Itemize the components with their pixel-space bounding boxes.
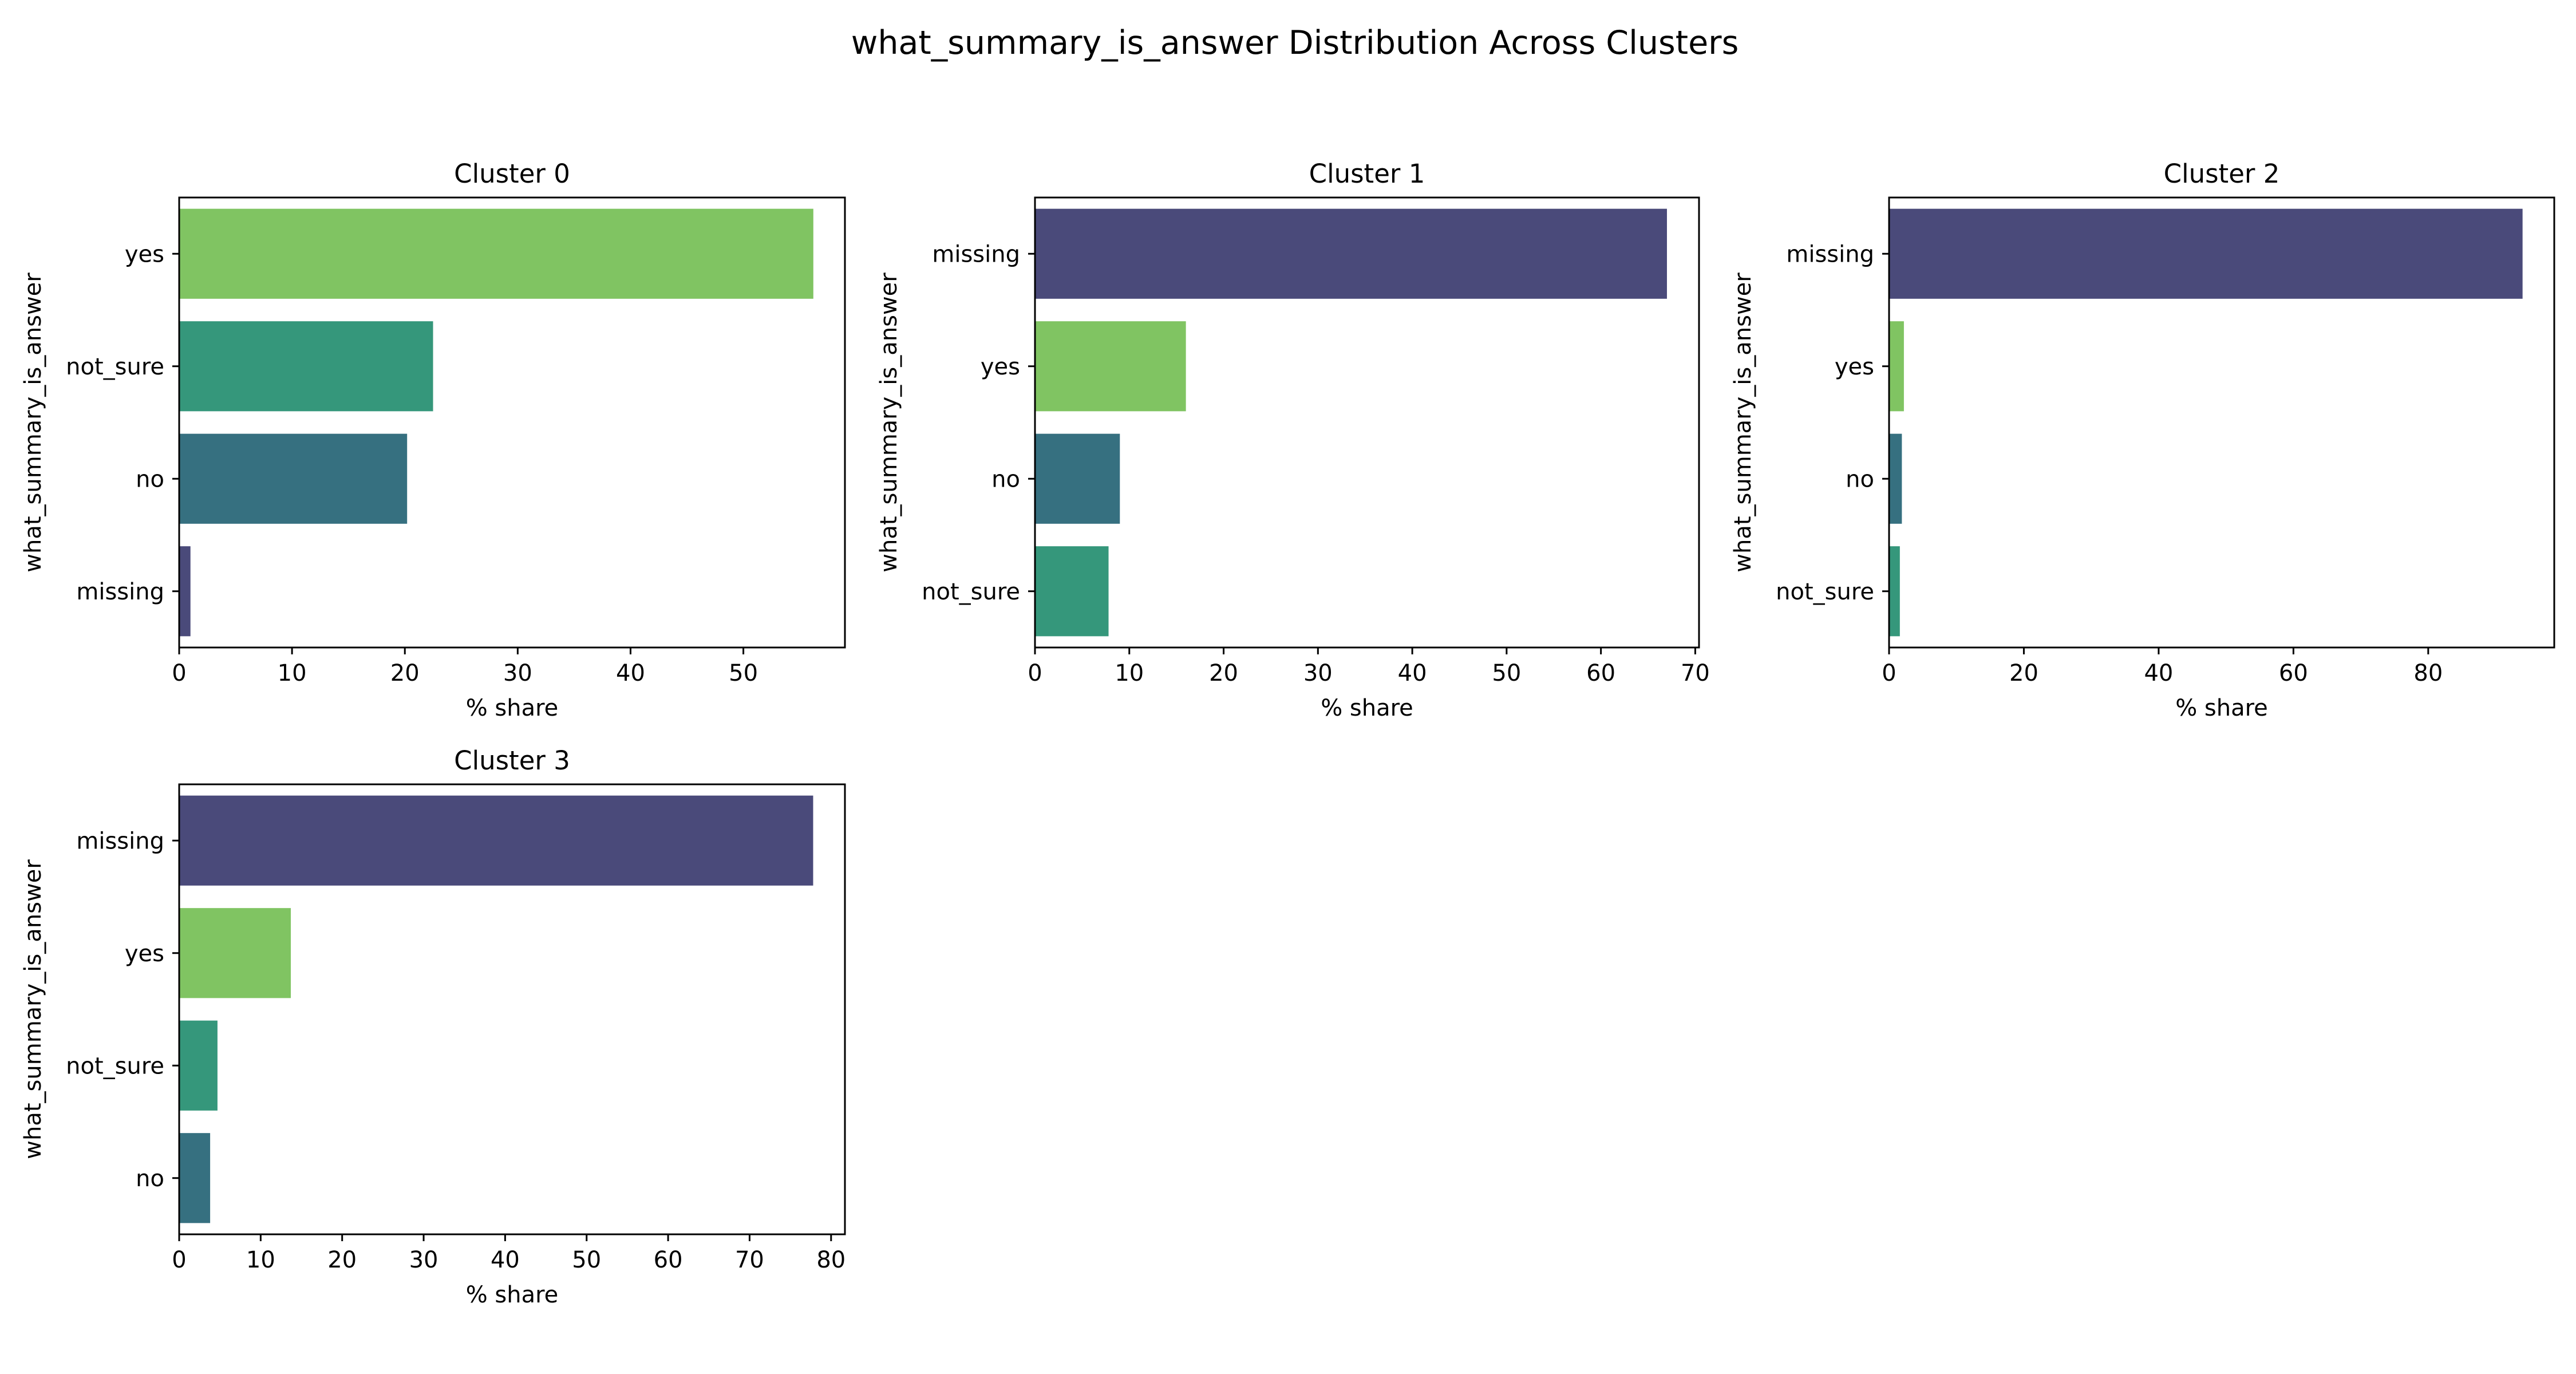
x-tick-label: 10	[246, 1247, 275, 1273]
x-tick-label: 80	[816, 1247, 846, 1273]
x-tick-label: 70	[1681, 660, 1710, 686]
y-tick-label: no	[136, 466, 164, 492]
x-tick-label: 0	[172, 1247, 186, 1273]
x-tick-label: 70	[735, 1247, 764, 1273]
chart-title: what_summary_is_answer Distribution Acro…	[851, 24, 1739, 62]
y-axis-label: what_summary_is_answer	[876, 273, 902, 572]
x-tick-label: 40	[2144, 660, 2173, 686]
y-tick-label: missing	[932, 241, 1020, 267]
plot-frame	[178, 783, 846, 1235]
bar-not-sure	[1035, 546, 1109, 637]
y-axis-label: what_summary_is_answer	[1730, 273, 1756, 572]
y-tick-label: missing	[76, 579, 164, 605]
x-tick-label: 0	[1882, 660, 1896, 686]
x-tick-label: 30	[503, 660, 532, 686]
bar-missing	[179, 546, 191, 637]
x-axis-label: % share	[2175, 695, 2268, 721]
panel-title: Cluster 1	[1309, 159, 1425, 189]
bar-not-sure	[179, 1020, 218, 1111]
y-tick-label: not_sure	[66, 354, 164, 380]
x-tick-label: 50	[572, 1247, 601, 1273]
bar-no	[1035, 433, 1120, 524]
y-tick-label: yes	[1835, 354, 1874, 380]
panel-title: Cluster 2	[2164, 159, 2280, 189]
x-tick-label: 10	[278, 660, 307, 686]
x-tick-label: 60	[2279, 660, 2308, 686]
y-axis-label: what_summary_is_answer	[20, 273, 46, 572]
panel-title: Cluster 3	[454, 745, 570, 776]
y-tick-label: missing	[76, 828, 164, 854]
y-tick-label: missing	[1786, 241, 1874, 267]
x-tick-label: 0	[1028, 660, 1042, 686]
plot-frame	[1034, 196, 1700, 649]
subplot-cluster-1: missing yes no not_sure 0 10 20 30 40 50 60 70 Clust…	[876, 159, 1710, 721]
bar-no	[179, 1133, 211, 1223]
y-tick-label: no	[1846, 466, 1874, 492]
x-tick-label: 40	[491, 1247, 520, 1273]
bar-no	[179, 433, 408, 524]
x-tick-label: 0	[172, 660, 186, 686]
y-tick-label: no	[136, 1166, 164, 1192]
bar-no	[1889, 433, 1902, 524]
y-axis-label: what_summary_is_answer	[20, 859, 46, 1159]
x-tick-label: 60	[654, 1247, 683, 1273]
x-tick-label: 20	[390, 660, 420, 686]
y-tick-label: not_sure	[1776, 579, 1874, 605]
x-tick-label: 50	[729, 660, 758, 686]
bar-missing	[179, 795, 813, 886]
y-tick-label: not_sure	[66, 1053, 164, 1079]
x-tick-label: 80	[2413, 660, 2443, 686]
plot-frame	[178, 196, 846, 649]
y-tick-label: yes	[125, 241, 164, 267]
x-tick-label: 10	[1115, 660, 1144, 686]
y-tick-label: yes	[125, 941, 164, 967]
x-axis-label: % share	[1321, 695, 1413, 721]
subplot-cluster-2: missing yes no not_sure 0 20 40 60 80 Cluster 2 % …	[1730, 159, 2555, 721]
bar-not-sure	[1889, 546, 1900, 637]
x-tick-label: 40	[1398, 660, 1427, 686]
bar-yes	[1889, 321, 1904, 412]
y-tick-label: yes	[981, 354, 1020, 380]
y-tick-label: no	[991, 466, 1020, 492]
x-tick-label: 20	[327, 1247, 357, 1273]
x-tick-label: 20	[2009, 660, 2038, 686]
plot-frame	[1888, 196, 2555, 649]
bar-missing	[1035, 208, 1667, 299]
x-tick-label: 50	[1492, 660, 1521, 686]
bar-not-sure	[179, 321, 433, 412]
y-tick-label: not_sure	[922, 579, 1020, 605]
bar-yes	[1035, 321, 1186, 412]
bar-yes	[179, 208, 813, 299]
panel-title: Cluster 0	[454, 159, 570, 189]
bar-yes	[179, 908, 291, 998]
x-tick-label: 40	[616, 660, 645, 686]
x-tick-label: 30	[409, 1247, 438, 1273]
x-tick-label: 20	[1209, 660, 1238, 686]
x-axis-label: % share	[466, 1282, 559, 1308]
bar-missing	[1889, 208, 2523, 299]
x-tick-label: 30	[1303, 660, 1333, 686]
x-tick-label: 60	[1586, 660, 1615, 686]
x-axis-label: % share	[466, 695, 559, 721]
